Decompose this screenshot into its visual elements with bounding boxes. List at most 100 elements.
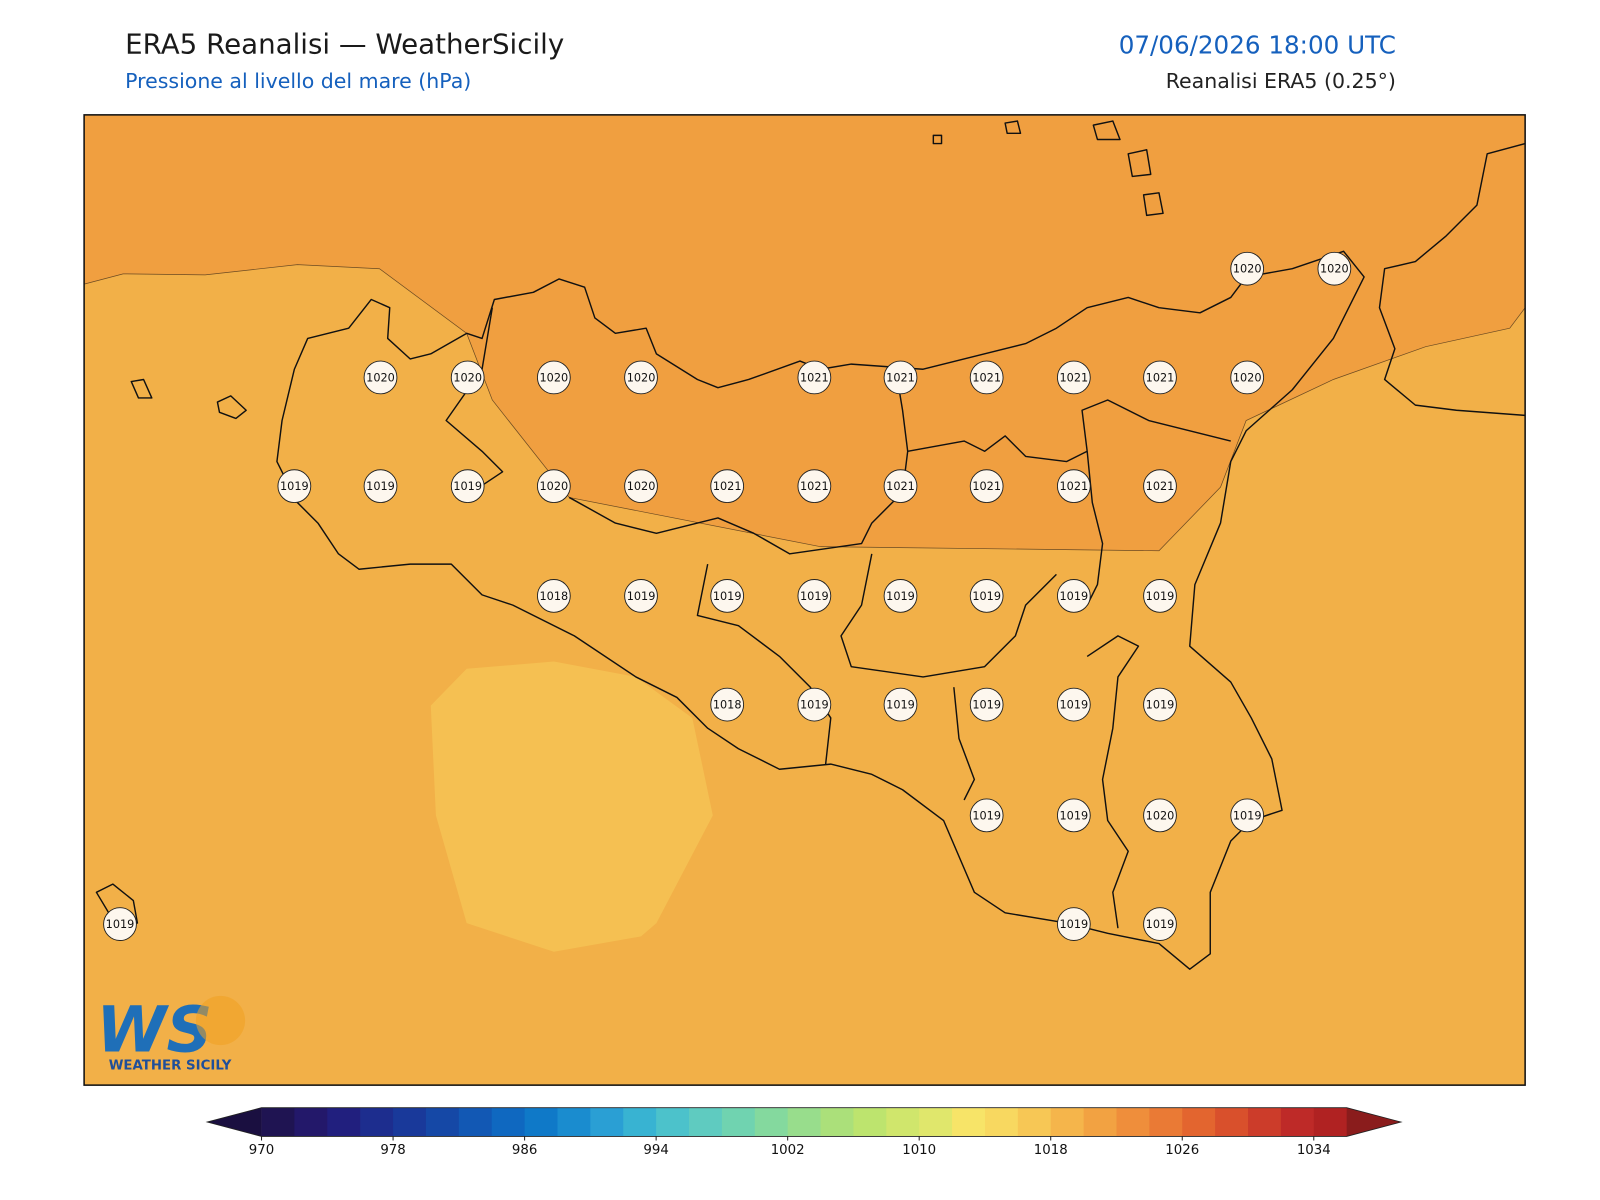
pressure-label: 1020 bbox=[366, 371, 395, 384]
label-marker bbox=[1056, 687, 1091, 722]
label-marker bbox=[363, 469, 398, 504]
pressure-label: 1019 bbox=[800, 590, 829, 603]
title: ERA5 Reanalisi — WeatherSicily bbox=[125, 27, 564, 60]
pressure-label: 1021 bbox=[1060, 371, 1089, 384]
pressure-label: 1019 bbox=[1233, 809, 1262, 822]
pressure-label: 1019 bbox=[972, 809, 1001, 822]
colorbar-bin bbox=[952, 1107, 986, 1137]
pressure-label: 1020 bbox=[1233, 263, 1262, 276]
pressure-label: 1019 bbox=[280, 480, 309, 493]
colorbar-bin bbox=[1248, 1107, 1282, 1137]
colorbar-bin bbox=[1280, 1107, 1315, 1137]
colorbar-tick-label: 994 bbox=[643, 1143, 668, 1158]
label-marker bbox=[277, 469, 312, 504]
label-marker bbox=[797, 469, 832, 504]
colorbar-bin bbox=[984, 1107, 1019, 1137]
pressure-label: 1019 bbox=[1146, 699, 1175, 712]
colorbar-tick-label: 1034 bbox=[1297, 1143, 1331, 1158]
pressure-label: 1020 bbox=[453, 371, 482, 384]
colorbar: 970 978 986 994 1002 1010 1018 1026 1034 bbox=[205, 1107, 1403, 1158]
pressure-label: 1019 bbox=[1146, 918, 1175, 931]
colorbar-bin bbox=[1050, 1107, 1085, 1137]
pressure-label: 1019 bbox=[713, 590, 742, 603]
label-marker bbox=[883, 579, 918, 613]
colorbar-bin bbox=[1313, 1107, 1348, 1137]
colorbar-bin bbox=[1116, 1107, 1150, 1137]
label-marker bbox=[1143, 907, 1177, 941]
label-marker bbox=[883, 469, 918, 504]
pressure-contour-high bbox=[84, 114, 1526, 552]
label-marker bbox=[450, 360, 485, 395]
pressure-label: 1021 bbox=[972, 371, 1001, 384]
label-marker bbox=[103, 907, 137, 941]
label-marker bbox=[624, 469, 658, 504]
label-marker bbox=[969, 360, 1004, 395]
islands bbox=[95, 120, 1164, 924]
colorbar-bin bbox=[787, 1107, 822, 1137]
label-marker bbox=[1230, 251, 1265, 286]
coastline bbox=[276, 250, 1365, 970]
label-marker bbox=[1230, 360, 1265, 395]
map-frame bbox=[83, 114, 1526, 1086]
pressure-label: 1021 bbox=[886, 480, 915, 493]
colorbar-bin bbox=[689, 1107, 723, 1137]
colorbar-bin bbox=[425, 1107, 460, 1137]
label-marker bbox=[1143, 687, 1177, 722]
label-marker bbox=[363, 360, 398, 395]
colorbar-under bbox=[207, 1107, 262, 1137]
pressure-label: 1020 bbox=[627, 371, 656, 384]
logo: WS WEATHER SICILY bbox=[96, 992, 246, 1074]
pressure-label: 1019 bbox=[453, 480, 482, 493]
colorbar-bin bbox=[919, 1107, 953, 1137]
label-marker bbox=[536, 579, 571, 613]
label-marker bbox=[1056, 907, 1091, 941]
label-marker bbox=[1230, 798, 1265, 833]
pressure-label: 1019 bbox=[627, 590, 656, 603]
label-marker bbox=[624, 579, 658, 613]
colorbar-bin bbox=[557, 1107, 591, 1137]
label-marker bbox=[969, 687, 1004, 722]
logo-letters: WS bbox=[96, 992, 212, 1066]
label-marker bbox=[1143, 579, 1177, 613]
colorbar-tick-label: 1002 bbox=[771, 1143, 805, 1158]
colorbar-bin bbox=[1182, 1107, 1216, 1137]
colorbar-bin bbox=[590, 1107, 624, 1137]
label-marker bbox=[797, 687, 832, 722]
label-marker bbox=[969, 798, 1004, 833]
label-marker bbox=[536, 360, 571, 395]
pressure-label: 1021 bbox=[886, 371, 915, 384]
colorbar-bin bbox=[721, 1107, 756, 1137]
pressure-label: 1018 bbox=[540, 590, 569, 603]
colorbar-over bbox=[1346, 1107, 1402, 1137]
pressure-label: 1019 bbox=[106, 918, 135, 931]
pressure-label: 1021 bbox=[800, 371, 829, 384]
pressure-label: 1021 bbox=[972, 480, 1001, 493]
label-marker bbox=[1056, 798, 1091, 833]
colorbar-bin bbox=[294, 1107, 328, 1137]
pressure-label: 1020 bbox=[1233, 371, 1262, 384]
colorbar-tick-label: 978 bbox=[380, 1143, 405, 1158]
colorbar-bin bbox=[1017, 1107, 1052, 1137]
pressure-label: 1021 bbox=[800, 480, 829, 493]
colorbar-bin bbox=[1215, 1107, 1249, 1137]
pressure-label: 1020 bbox=[540, 371, 569, 384]
colorbar-bin bbox=[458, 1107, 493, 1137]
colorbar-bin bbox=[853, 1107, 887, 1137]
label-marker bbox=[710, 579, 745, 613]
label-marker bbox=[969, 469, 1004, 504]
label-marker bbox=[969, 579, 1004, 613]
colorbar-outline bbox=[205, 1107, 1403, 1137]
subtitle: Pressione al livello del mare (hPa) bbox=[125, 69, 471, 93]
source: Reanalisi ERA5 (0.25°) bbox=[1166, 69, 1396, 93]
logo-name: WEATHER SICILY bbox=[109, 1059, 232, 1074]
colorbar-tick-label: 1018 bbox=[1034, 1143, 1068, 1158]
label-marker bbox=[1056, 579, 1091, 613]
pressure-label: 1019 bbox=[800, 699, 829, 712]
pressure-label: 1021 bbox=[1060, 480, 1089, 493]
label-marker bbox=[450, 469, 485, 504]
colorbar-tick-label: 1010 bbox=[902, 1143, 936, 1158]
colorbar-tick-label: 1026 bbox=[1165, 1143, 1199, 1158]
pressure-label: 1019 bbox=[886, 590, 915, 603]
